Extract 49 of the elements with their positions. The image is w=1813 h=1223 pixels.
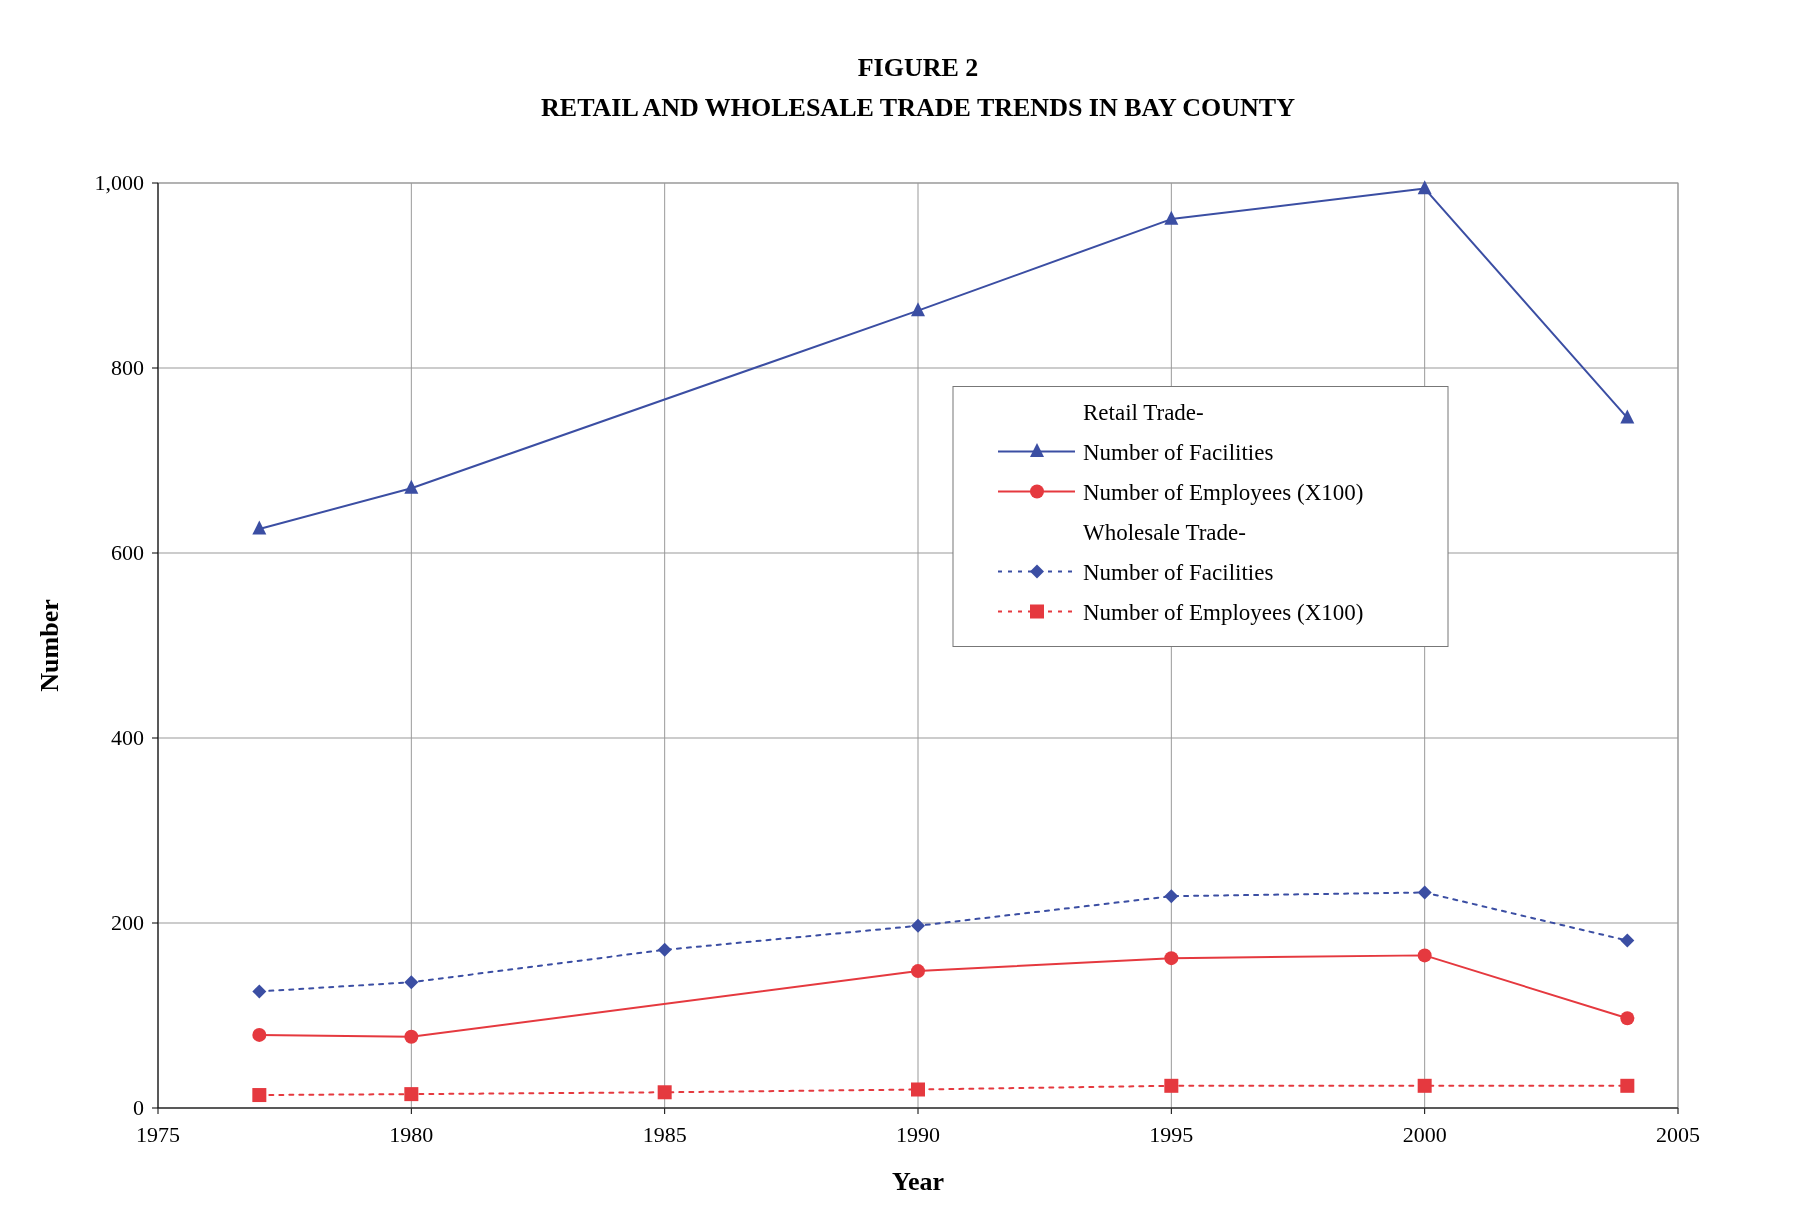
point	[252, 1088, 267, 1103]
point	[1417, 1078, 1432, 1093]
point	[1164, 1078, 1179, 1093]
y-tick-label: 1,000	[94, 170, 144, 195]
x-tick-label: 1995	[1149, 1122, 1194, 1147]
point	[911, 964, 925, 979]
chart-title: FIGURE 2	[857, 53, 979, 82]
legend-label: Number of Employees (X100)	[1083, 599, 1364, 625]
x-tick-label: 1985	[642, 1122, 687, 1147]
point	[1417, 885, 1432, 900]
point	[1164, 210, 1179, 225]
point	[252, 1027, 267, 1042]
point	[252, 520, 267, 535]
point	[1164, 951, 1179, 966]
x-tick-label: 1980	[389, 1122, 434, 1147]
point	[252, 984, 267, 999]
legend-label: Number of Employees (X100)	[1083, 479, 1364, 505]
point	[404, 975, 419, 990]
point	[1417, 180, 1432, 195]
point	[657, 1085, 672, 1100]
x-tick-label: 2005	[1656, 1122, 1700, 1147]
point	[1620, 409, 1635, 424]
point	[911, 302, 925, 317]
chart-subtitle: RETAIL AND WHOLESALE TRADE TRENDS IN BAY COUNTY	[541, 93, 1296, 122]
legend-label: Number of Facilities	[1083, 559, 1274, 585]
y-axis-title: Number	[35, 599, 64, 692]
point	[1620, 933, 1635, 948]
y-tick-label: 0	[133, 1095, 144, 1120]
x-tick-label: 2000	[1402, 1122, 1447, 1147]
point	[1164, 889, 1179, 904]
point	[657, 942, 672, 957]
point	[911, 918, 925, 933]
point	[404, 1029, 419, 1044]
annotation: Wholesale Trade-	[1083, 519, 1246, 545]
point	[911, 1082, 925, 1097]
x-tick-label: 1975	[136, 1122, 180, 1147]
annotation: Retail Trade-	[1083, 399, 1204, 425]
y-tick-label: 600	[111, 540, 144, 565]
y-tick-label: 800	[111, 355, 144, 380]
x-tick-label: 1990	[896, 1122, 940, 1147]
legend-label: Number of Facilities	[1083, 439, 1274, 465]
x-axis-title: Year	[892, 1167, 944, 1196]
point	[404, 1087, 419, 1102]
point	[1620, 1011, 1635, 1026]
y-tick-label: 200	[111, 910, 144, 935]
point	[1417, 948, 1432, 963]
point	[1620, 1078, 1635, 1093]
point	[404, 479, 419, 494]
y-tick-label: 400	[111, 725, 144, 750]
